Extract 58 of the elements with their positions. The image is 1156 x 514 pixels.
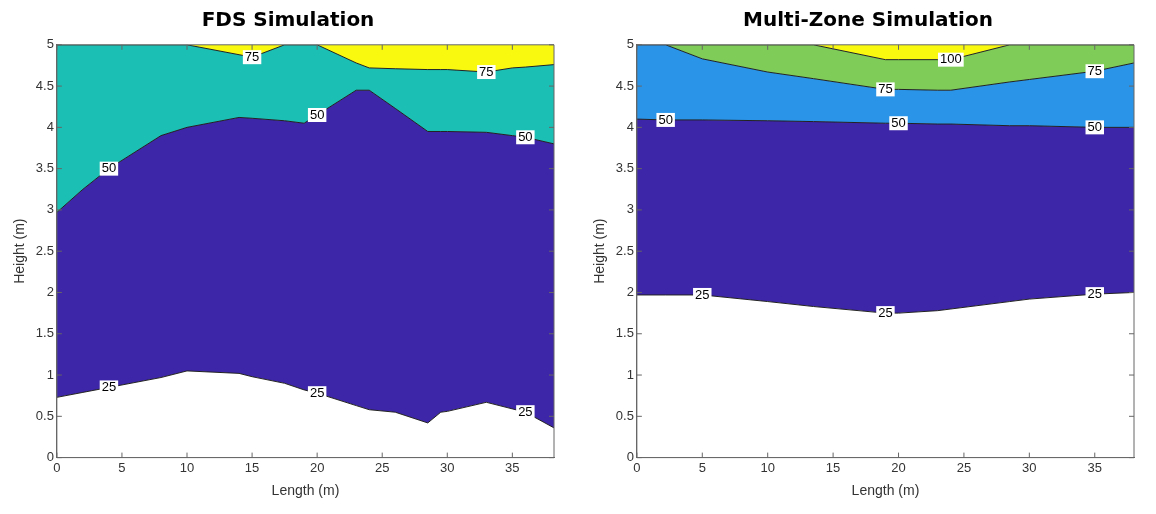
x-tick-label: 20 (309, 459, 325, 475)
y-tick-label: 0 (626, 449, 634, 465)
y-tick-label: 3 (46, 201, 54, 217)
x-tick-label: 10 (760, 459, 775, 475)
x-tick-label: 10 (179, 459, 195, 475)
annotation: 50 (891, 114, 906, 130)
x-tick-label: 25 (374, 459, 390, 475)
y-tick-label: 5 (626, 36, 634, 52)
annotation: 75 (1087, 62, 1102, 78)
y-tick-label: 0 (46, 449, 54, 465)
annotation: 50 (658, 111, 673, 127)
y-tick-label: 1 (46, 366, 54, 382)
x-tick-label: 15 (825, 459, 841, 475)
x-tick-label: 15 (244, 459, 260, 475)
annotation: 50 (518, 128, 533, 144)
x-tick-label: 5 (118, 459, 126, 475)
y-tick-label: 3.5 (35, 160, 54, 176)
x-axis-title: Length (m) (271, 482, 340, 499)
y-tick-label: 2.5 (35, 242, 54, 258)
annotation: 75 (244, 48, 260, 64)
annotation: 75 (878, 80, 893, 96)
annotation: 50 (1087, 118, 1102, 134)
annotation: 25 (878, 304, 893, 320)
y-tick-label: 2.5 (615, 242, 634, 258)
annotation: 25 (1087, 285, 1102, 301)
annotation: 50 (101, 160, 117, 176)
y-tick-label: 4.5 (615, 77, 634, 93)
annotation: 25 (101, 379, 117, 394)
y-tick-label: 1 (626, 366, 634, 382)
x-tick-label: 25 (956, 459, 972, 475)
y-tick-label: 0.5 (615, 407, 634, 423)
annotation: 25 (309, 384, 325, 400)
y-tick-label: 1.5 (35, 325, 54, 341)
annotation: 50 (309, 106, 325, 122)
y-axis-title: Height (m) (11, 218, 28, 284)
y-tick-label: 4 (626, 118, 634, 134)
y-tick-label: 4 (46, 118, 54, 134)
x-tick-label: 35 (505, 459, 520, 475)
y-tick-label: 3 (626, 201, 634, 217)
annotation: 25 (695, 286, 710, 302)
y-tick-label: 2 (626, 284, 634, 300)
x-tick-label: 35 (1087, 459, 1102, 475)
y-axis-title: Height (m) (591, 218, 608, 284)
annotation: 75 (479, 63, 494, 79)
chart-title: FDS Simulation (200, 6, 376, 33)
y-tick-label: 3.5 (615, 160, 634, 176)
y-tick-label: 4.5 (35, 77, 54, 93)
chart-title: Multi-Zone Simulation (742, 6, 994, 33)
x-tick-label: 30 (440, 459, 455, 475)
x-tick-label: 30 (1022, 459, 1037, 475)
annotation: 25 (518, 403, 533, 419)
y-tick-label: 0.5 (35, 407, 54, 423)
y-tick-label: 2 (46, 284, 54, 300)
x-axis-title: Length (m) (851, 482, 920, 499)
x-tick-label: 5 (698, 459, 706, 475)
x-tick-label: 20 (891, 459, 906, 475)
y-tick-label: 1.5 (615, 325, 634, 341)
y-tick-label: 5 (46, 36, 54, 52)
